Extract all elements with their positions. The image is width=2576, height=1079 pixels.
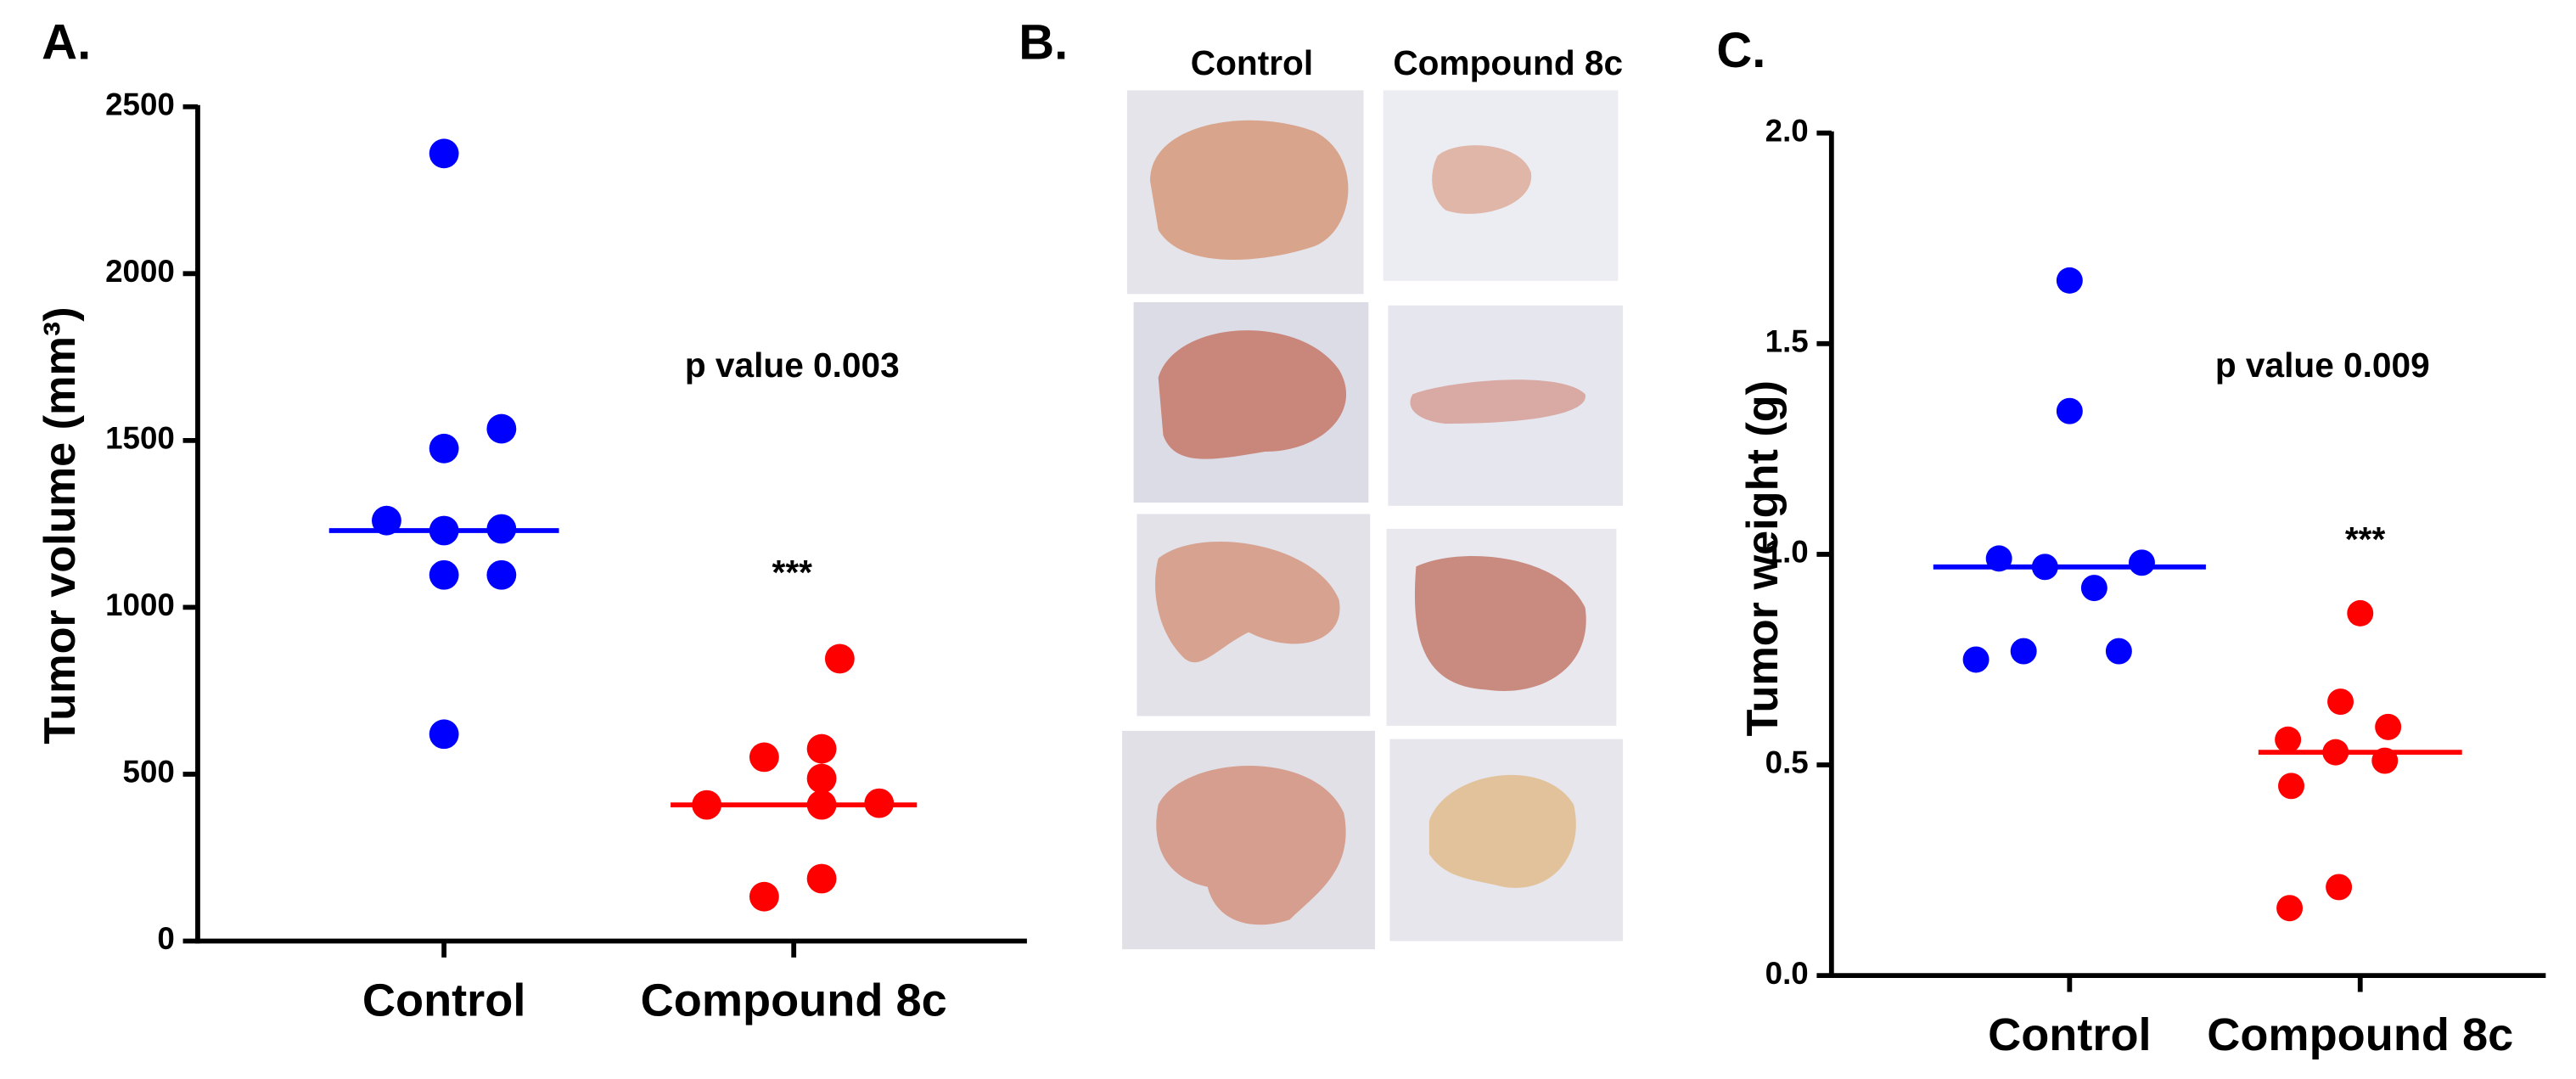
y-tick-label: 2500: [105, 87, 175, 121]
data-point: [2056, 397, 2083, 424]
annotation: p value 0.003: [685, 346, 900, 385]
photo-panel: B. Control Compound 8c: [1019, 14, 1624, 950]
y-axis-label: Tumor weight (g): [1738, 380, 1787, 737]
data-point: [2276, 895, 2304, 922]
data-point: [429, 559, 459, 590]
x-tick-label: Control: [1988, 1009, 2152, 1060]
annotation: ***: [2345, 520, 2386, 559]
data-point: [806, 863, 837, 894]
y-tick-label: 500: [123, 755, 175, 790]
data-point: [2375, 713, 2402, 740]
annotation: ***: [772, 553, 813, 592]
x-tick-label: Compound 8c: [641, 975, 947, 1026]
y-axis-label: Tumor volume (mm³): [36, 306, 85, 744]
panel-label: A.: [42, 14, 91, 70]
data-point: [2347, 599, 2374, 627]
y-tick-label: 1.0: [1765, 535, 1809, 570]
data-point: [749, 881, 779, 912]
tumor-photos: [1122, 90, 1624, 950]
x-tick-label: Compound 8c: [2207, 1009, 2513, 1060]
tumor: [1158, 330, 1347, 459]
data-point: [429, 433, 459, 464]
data-point: [824, 643, 855, 674]
y-tick-label: 1500: [105, 421, 175, 456]
data-point: [2105, 638, 2132, 665]
tumor: [1428, 774, 1576, 888]
data-point: [2056, 267, 2083, 294]
y-tick-label: 0.5: [1765, 745, 1809, 780]
y-tick-label: 2.0: [1765, 113, 1809, 148]
y-tick-label: 2000: [105, 254, 175, 289]
data-point: [1962, 646, 1990, 673]
data-point: [486, 559, 517, 590]
annotation: p value 0.009: [2215, 346, 2430, 385]
data-point: [2326, 874, 2353, 901]
column-label: Control: [1191, 43, 1313, 82]
data-point: [806, 763, 837, 794]
tumor: [1414, 556, 1586, 691]
tumor: [1410, 379, 1585, 424]
y-tick-label: 0: [157, 921, 174, 956]
panel-label: C.: [1716, 23, 1765, 78]
y-tick-label: 1000: [105, 587, 175, 622]
data-point: [2010, 638, 2037, 665]
data-point: [429, 719, 459, 750]
tumor: [1149, 120, 1349, 261]
data-point: [2327, 688, 2354, 716]
y-tick-label: 1.5: [1765, 324, 1809, 359]
tumor: [1432, 145, 1532, 214]
data-point: [372, 505, 401, 536]
data-point: [2275, 726, 2302, 753]
data-point: [749, 742, 779, 773]
data-point: [486, 413, 517, 444]
data-point: [806, 733, 837, 764]
tumor: [1156, 765, 1346, 925]
data-point: [2128, 549, 2155, 576]
data-point: [2080, 575, 2107, 602]
x-tick-label: Control: [362, 975, 526, 1026]
data-point: [2278, 773, 2304, 800]
tumor: [1155, 542, 1340, 663]
y-tick-label: 0.0: [1765, 956, 1809, 991]
column-label: Compound 8c: [1393, 43, 1623, 82]
data-point: [429, 138, 459, 169]
panel-label: B.: [1019, 14, 1068, 70]
